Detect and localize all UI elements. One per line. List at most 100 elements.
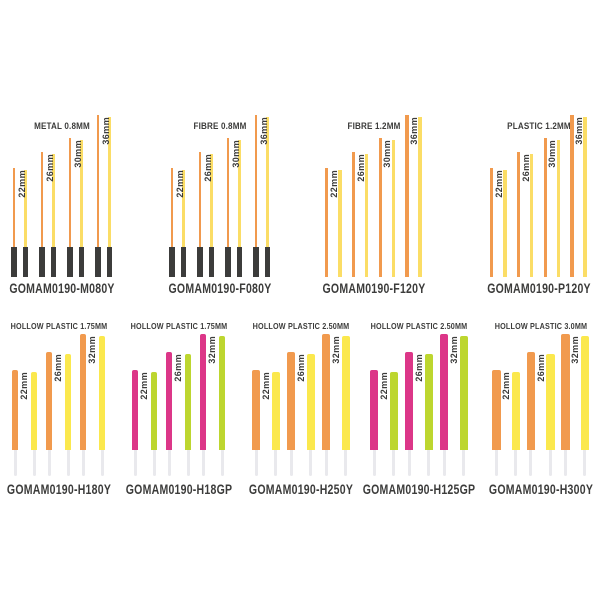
- product-group: PLASTIC 1.2MM 22mm 26mm 30mm 36mm GOMAM0190-P…: [487, 115, 590, 296]
- antenna-rod: [459, 336, 468, 450]
- antenna-rod: [182, 170, 185, 247]
- antenna-rod: [200, 334, 206, 450]
- size-pair: 36mm: [405, 115, 422, 277]
- hollow-tail: [407, 450, 411, 476]
- antenna-rod: [12, 370, 18, 450]
- product-group: HOLLOW PLASTIC 2.50MM 22mm 26mm 32mm GOMAM01…: [362, 321, 474, 497]
- size-pair: 22mm: [11, 168, 28, 277]
- length-label: 36mm: [409, 117, 420, 145]
- hollow-tail: [100, 450, 104, 476]
- hollow-tail: [372, 450, 376, 476]
- antenna-rod: [306, 354, 315, 450]
- length-label: 36mm: [259, 117, 269, 145]
- antenna-rod: [556, 140, 561, 277]
- size-pair: 22mm: [12, 370, 37, 476]
- antenna-stick: [341, 336, 350, 476]
- length-label: 30mm: [231, 140, 241, 168]
- antenna-rod: [99, 336, 105, 450]
- antenna-rod: [271, 372, 280, 450]
- size-pair: 22mm: [325, 168, 342, 277]
- antenna-stick: [50, 154, 56, 277]
- antenna-stick: [529, 154, 534, 277]
- antenna-rod: [516, 152, 521, 277]
- size-pair: 32mm: [80, 334, 105, 476]
- product-code: GOMAM0190-F080Y: [168, 281, 271, 296]
- antenna-stick: [391, 140, 396, 277]
- material-size-heading: HOLLOW PLASTIC 2.50MM: [252, 321, 350, 331]
- metal-base: [264, 247, 270, 277]
- hollow-tail: [254, 450, 258, 476]
- antenna-rod: [96, 115, 99, 247]
- antenna-stick: [306, 354, 315, 476]
- antenna-stick: [225, 138, 231, 277]
- size-pair: 32mm: [200, 334, 225, 476]
- antenna-rod: [40, 152, 43, 247]
- product-code: GOMAM0190-P120Y: [486, 281, 591, 296]
- product-code: GOMAM0190-H300Y: [488, 482, 593, 497]
- length-label: 22mm: [328, 170, 339, 198]
- material-size-heading: PLASTIC 1.2MM: [506, 121, 571, 132]
- antenna-rod: [351, 152, 356, 277]
- antenna-stick: [364, 154, 369, 277]
- antenna-rod: [529, 154, 534, 277]
- hollow-tail: [66, 450, 70, 476]
- antenna-rod: [391, 140, 396, 277]
- size-pair: 32mm: [322, 334, 350, 476]
- antenna-rod: [166, 352, 172, 450]
- material-size-heading: HOLLOW PLASTIC 3.0MM: [494, 321, 587, 331]
- antenna-rod: [389, 372, 398, 450]
- length-label: 36mm: [574, 117, 585, 145]
- product-code: GOMAM0190-M080Y: [8, 281, 115, 296]
- metal-base: [169, 247, 175, 277]
- product-group: HOLLOW PLASTIC 1.75MM 22mm 26mm 32mm GOMAM01…: [6, 321, 110, 497]
- antenna-rod: [151, 372, 157, 450]
- length-label: 32mm: [330, 336, 341, 364]
- length-label: 30mm: [547, 140, 558, 168]
- length-label: 22mm: [138, 372, 149, 400]
- size-pair: 32mm: [561, 334, 589, 476]
- metal-base: [22, 247, 28, 277]
- hollow-tail: [462, 450, 465, 476]
- antenna-stick: [78, 140, 84, 277]
- product-code: GOMAM0190-H18GP: [125, 482, 232, 497]
- hollow-tail: [274, 450, 277, 476]
- size-pair: 30mm: [67, 138, 84, 277]
- antenna-rod: [492, 370, 501, 450]
- size-pair: 26mm: [166, 352, 191, 476]
- antenna-stick: [65, 354, 71, 476]
- antenna-rod: [325, 168, 329, 277]
- antenna-rod: [198, 152, 201, 247]
- antenna-rod: [108, 117, 111, 247]
- metal-base: [106, 247, 112, 277]
- size-pair: 26mm: [526, 352, 555, 476]
- size-pair: 26mm: [405, 352, 433, 476]
- antenna-rod: [80, 334, 86, 450]
- hollow-tail: [47, 450, 51, 476]
- metal-base: [11, 247, 17, 277]
- antenna-rod: [370, 370, 378, 450]
- product-code: GOMAM0190-H125GP: [362, 482, 476, 497]
- antenna-rod: [503, 170, 507, 277]
- antenna-rod: [12, 168, 15, 247]
- length-label: 32mm: [86, 336, 97, 364]
- antenna-stick: [543, 138, 547, 277]
- antenna-rod: [341, 336, 350, 450]
- material-size-heading: FIBRE 0.8MM: [192, 121, 247, 132]
- antenna-stick: [580, 336, 589, 476]
- size-pair: 26mm: [39, 152, 56, 277]
- hollow-tail: [81, 450, 85, 476]
- antenna-rod: [238, 140, 241, 247]
- antenna-stick: [322, 334, 330, 476]
- length-label: 22mm: [175, 170, 185, 198]
- antenna-stick: [511, 372, 520, 476]
- antenna-stick: [99, 336, 105, 476]
- hollow-tail: [442, 450, 446, 476]
- antenna-stick: [180, 170, 186, 277]
- antenna-stick: [490, 168, 494, 277]
- size-pair: 36mm: [253, 115, 270, 277]
- antenna-stick: [546, 354, 555, 476]
- antenna-stick: [197, 152, 203, 277]
- antenna-rod: [583, 117, 587, 277]
- antenna-stick: [325, 168, 329, 277]
